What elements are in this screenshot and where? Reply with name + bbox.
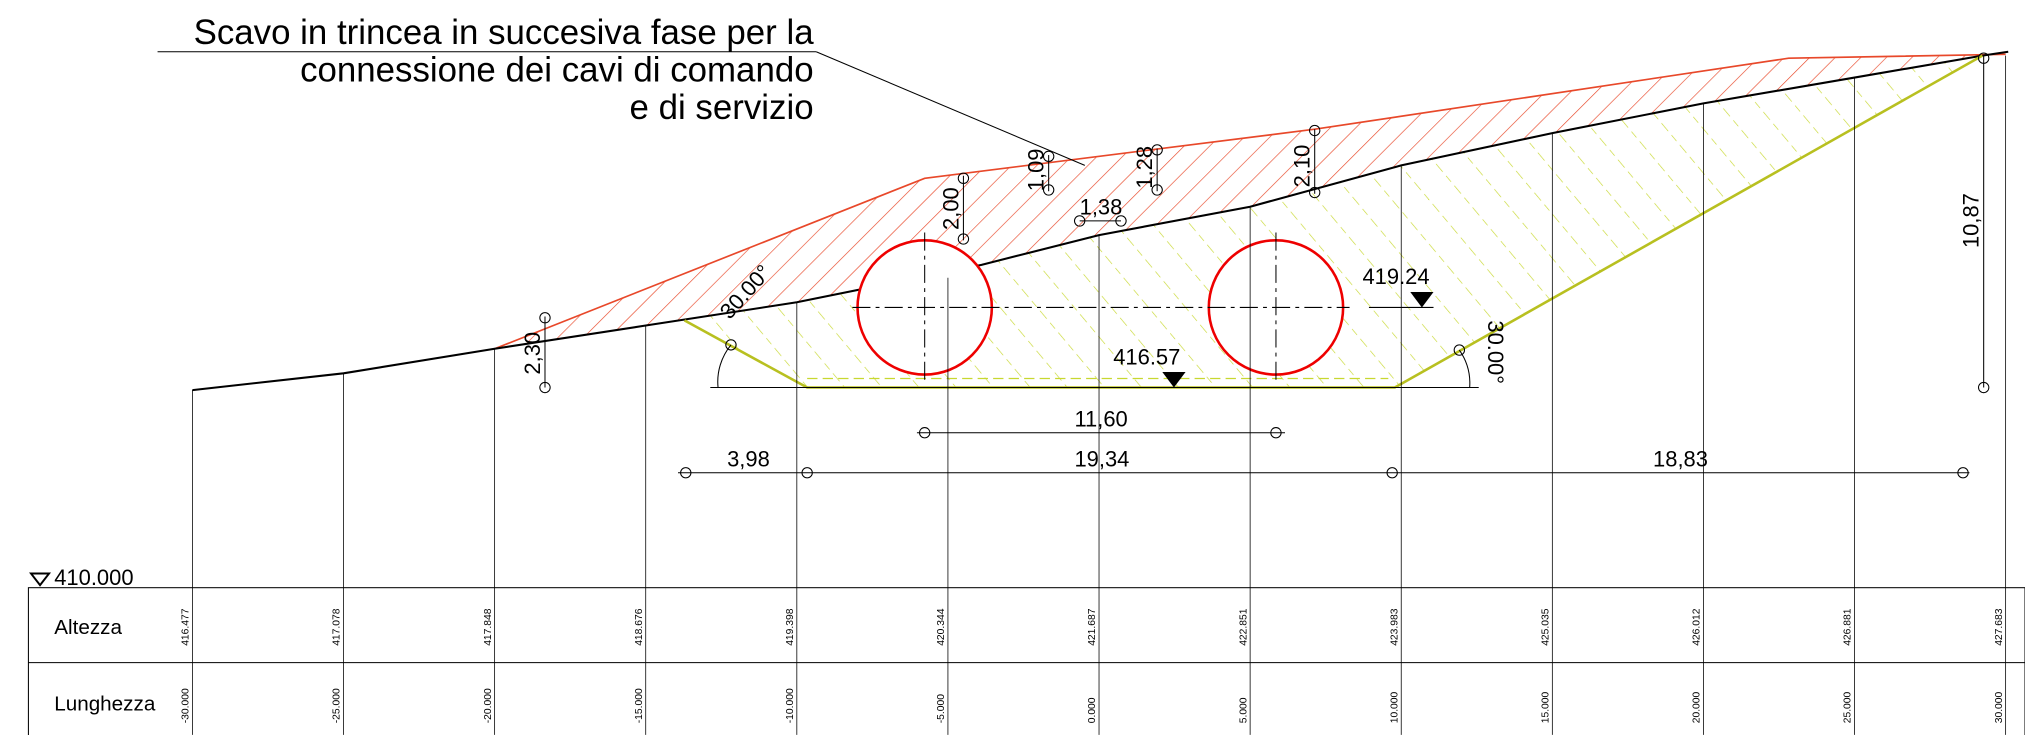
lunghezza-value: 15.000 (1540, 691, 1551, 723)
lunghezza-value: 5.000 (1238, 697, 1249, 723)
axes (852, 232, 1350, 383)
altezza-value: 421.687 (1087, 608, 1098, 646)
elevation-label: 419.24 (1362, 264, 1429, 289)
dim-label: 1,28 (1132, 146, 1157, 189)
altezza-value: 419.398 (785, 608, 796, 646)
ground-line (192, 50, 2009, 392)
altezza-value: 427.683 (1994, 608, 2005, 646)
altezza-value: 416.477 (181, 608, 192, 646)
table-border (27, 587, 2025, 735)
lunghezza-value: -5.000 (936, 694, 947, 724)
profile-table (27, 587, 2025, 735)
lunghezza-value: 0.000 (1087, 697, 1098, 723)
dim-label: 2,00 (938, 187, 963, 230)
drawing (29, 50, 2009, 587)
lunghezza-value: 25.000 (1843, 691, 1854, 723)
lunghezza-value: -25.000 (332, 688, 343, 723)
elevation-label: 416.57 (1113, 344, 1180, 369)
row-label: Altezza (54, 616, 122, 639)
lunghezza-value: -20.000 (483, 688, 494, 723)
dim-label: 2,30 (520, 332, 545, 375)
dim-label: 3,98 (727, 446, 770, 471)
lunghezza-value: -15.000 (634, 688, 645, 723)
lunghezza-value: -10.000 (785, 688, 796, 723)
title: Scavo in trincea in succesiva fase per l… (194, 13, 815, 127)
dim-label: 11,60 (1074, 406, 1127, 431)
dim-label: 10,87 (1959, 193, 1984, 248)
fill-excavation (684, 55, 1983, 388)
lunghezza-value: -30.000 (181, 688, 192, 723)
lunghezza-value: 20.000 (1692, 691, 1703, 723)
row-label: Lunghezza (54, 692, 156, 715)
title-line: Scavo in trincea in succesiva fase per l… (194, 13, 815, 52)
dim-label: 1,09 (1023, 149, 1048, 192)
level-marker (1162, 372, 1186, 388)
altezza-value: 423.983 (1389, 608, 1400, 646)
dim-label: 19,34 (1074, 446, 1129, 471)
altezza-value: 417.078 (332, 608, 343, 646)
altezza-value: 417.848 (483, 608, 494, 646)
dimension-lines (157, 51, 1990, 479)
altezza-value: 426.881 (1843, 608, 1854, 646)
level-marker (1410, 291, 1434, 308)
dim-label: 2,10 (1290, 145, 1315, 188)
datum-label: 410.000 (54, 565, 133, 590)
dim-label: 18,83 (1653, 446, 1708, 471)
dim-label: 30.00° (1483, 320, 1508, 384)
surface-red (494, 53, 2006, 350)
lunghezza-value: 10.000 (1389, 691, 1400, 723)
altezza-value: 425.035 (1540, 608, 1551, 646)
altezza-value: 420.344 (936, 608, 947, 646)
altezza-value: 422.851 (1238, 608, 1249, 646)
altezza-value: 426.012 (1692, 608, 1703, 646)
lunghezza-value: 30.000 (1994, 691, 2005, 723)
title-line: e di servizio (630, 88, 814, 127)
datum-marker (29, 572, 52, 587)
dim-label: 1,38 (1080, 194, 1123, 219)
altezza-value: 418.676 (634, 608, 645, 646)
title-line: connessione dei cavi di comando (300, 50, 814, 89)
